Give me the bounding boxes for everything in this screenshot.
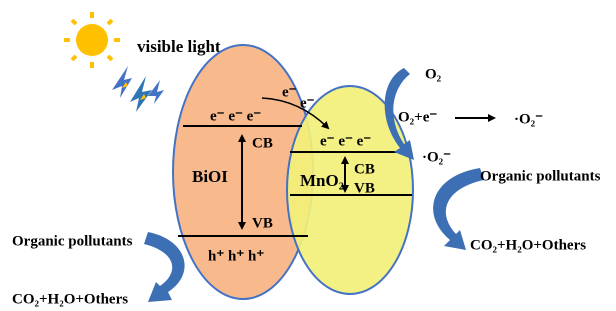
left-products: CO₂+H₂O+Others — [12, 291, 128, 307]
diagram: visible light e⁻ e⁻ e⁻ CB BiOI VB h⁺ h⁺ … — [0, 0, 616, 311]
mno2-cb: CB — [354, 161, 375, 177]
bioi-cb: CB — [252, 135, 273, 151]
mno2-name: MnO₂ — [300, 171, 344, 190]
reaction-right: ·O₂⁻ — [514, 111, 543, 127]
bioi-electrons: e⁻ e⁻ e⁻ — [210, 108, 261, 124]
left-pollutants: Organic pollutants — [12, 233, 133, 249]
bioi-name: BiOI — [192, 167, 228, 186]
right-pollutants: Organic pollutants — [480, 168, 601, 184]
transfer-electron: e⁻ — [300, 95, 315, 111]
transfer-electron: e⁻ — [282, 84, 297, 100]
right-products: CO₂+H₂O+Others — [470, 237, 586, 253]
bioi-holes: h⁺ h⁺ h⁺ — [208, 248, 264, 264]
mno2-electrons: e⁻ e⁻ e⁻ — [320, 133, 371, 149]
oxygen: O₂ — [425, 66, 442, 82]
curved-arrow — [144, 232, 185, 302]
bioi-vb: VB — [252, 215, 273, 231]
sun-icon — [64, 12, 120, 68]
light-label: visible light — [137, 37, 221, 56]
mno2-ellipse — [287, 86, 413, 294]
radical: ·O₂⁻ — [422, 149, 451, 165]
reaction-left: O₂+e⁻ — [398, 109, 437, 125]
light-bolts — [112, 66, 164, 112]
mno2-vb: VB — [354, 180, 375, 196]
